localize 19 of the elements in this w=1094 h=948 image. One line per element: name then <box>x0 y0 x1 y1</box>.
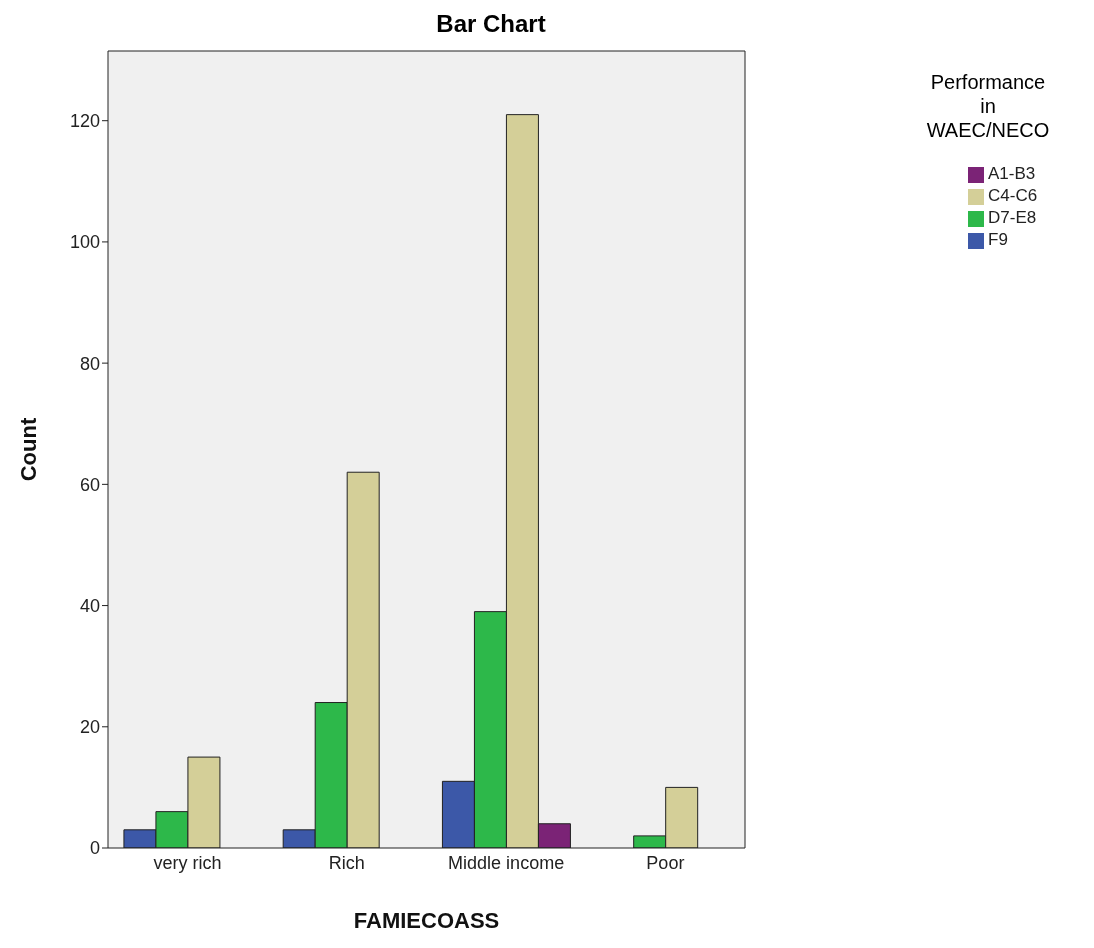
y-tick-label: 80 <box>79 353 100 374</box>
legend-label: F9 <box>988 230 1008 249</box>
legend-label: D7-E8 <box>988 208 1037 227</box>
x-tick-label: very rich <box>153 852 222 873</box>
legend-label: C4-C6 <box>988 186 1038 205</box>
x-tick-label: Poor <box>646 852 685 873</box>
y-axis-title: Count <box>15 417 41 482</box>
y-tick-label: 120 <box>69 111 100 132</box>
y-tick-label: 0 <box>89 838 100 859</box>
chart-title: Bar Chart <box>435 10 547 38</box>
x-tick-label: Middle income <box>448 852 565 873</box>
y-tick-label: 40 <box>79 595 100 616</box>
y-tick-label: 20 <box>79 717 100 738</box>
legend-label: A1-B3 <box>988 164 1036 183</box>
y-tick-label: 100 <box>69 232 100 253</box>
y-tick-label: 60 <box>79 474 100 495</box>
legend-title: Performance in WAEC/NECO <box>925 70 1051 142</box>
x-axis-title: FAMIECOASS <box>353 908 500 933</box>
x-tick-label: Rich <box>328 852 365 873</box>
